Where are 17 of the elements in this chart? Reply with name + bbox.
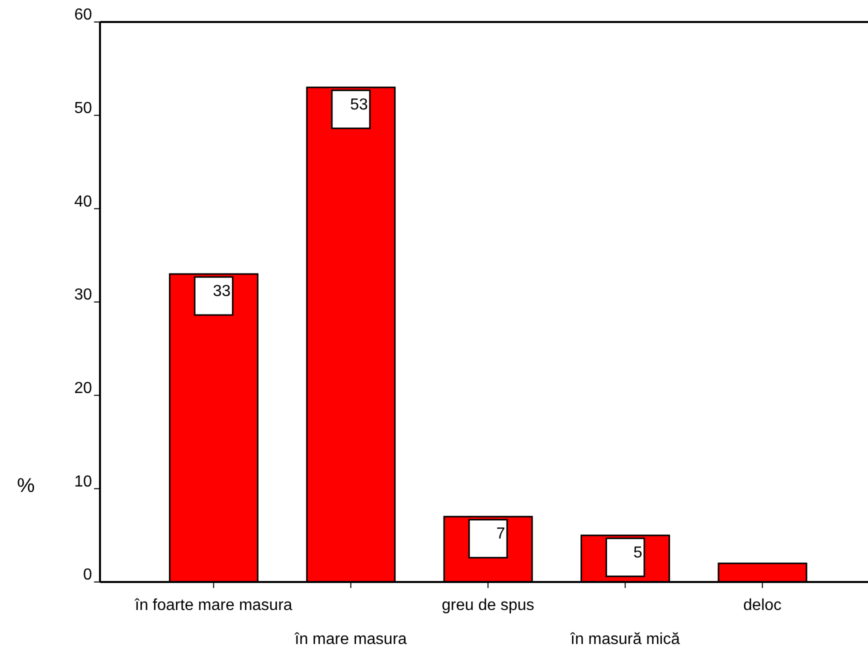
data-label: 53 [350, 96, 368, 114]
y-tick-label: 50 [74, 100, 92, 118]
y-tick-label: 10 [74, 473, 92, 490]
data-label: 7 [496, 526, 506, 543]
y-tick-label: 30 [74, 286, 92, 304]
x-tick-label: deloc [743, 597, 782, 614]
y-tick-label: 60 [74, 6, 92, 24]
data-label: 5 [633, 544, 642, 562]
y-tick-label: 0 [83, 566, 92, 584]
x-tick-label: greu de spus [442, 597, 534, 614]
y-tick-label: 40 [74, 193, 92, 210]
y-tick-label: 20 [74, 380, 92, 398]
y-axis-title: % [17, 475, 35, 497]
x-tick-label: în foarte mare masura [134, 597, 292, 614]
x-tick-label: în mare masura [294, 631, 407, 647]
data-label: 33 [212, 283, 231, 300]
x-tick-label: în masură mică [570, 631, 680, 647]
